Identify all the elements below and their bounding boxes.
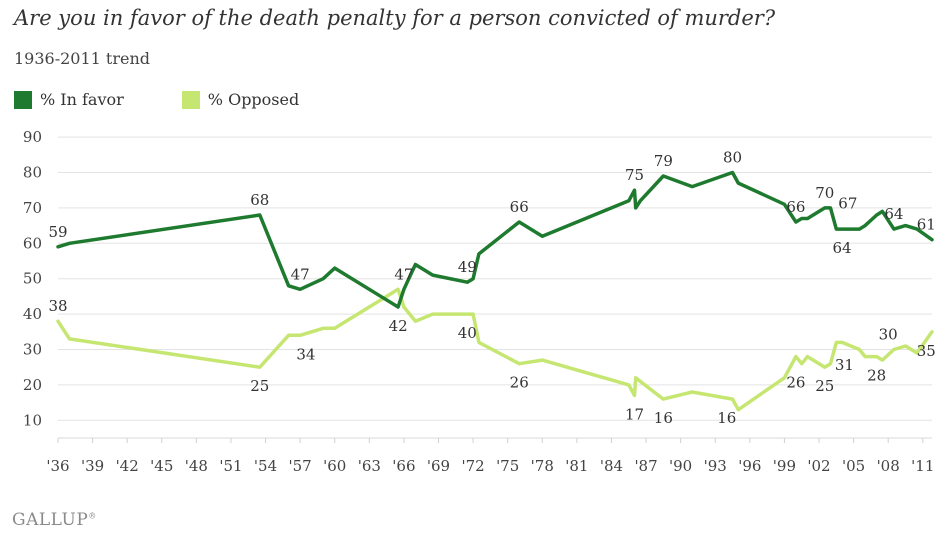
data-label-opposed-17: 25 bbox=[250, 377, 269, 395]
y-tick-label-30: 30 bbox=[23, 340, 42, 358]
data-label-in-favor-9: 66 bbox=[786, 198, 805, 216]
x-tick-label-1936: '36 bbox=[46, 457, 69, 475]
x-tick-label-1951: '51 bbox=[219, 457, 242, 475]
data-label-opposed-19: 40 bbox=[458, 324, 477, 342]
data-label-in-favor-10: 70 bbox=[815, 184, 834, 202]
x-tick-label-1975: '75 bbox=[496, 457, 519, 475]
legend-swatch-opposed bbox=[181, 90, 200, 109]
legend: % In favor % Opposed bbox=[14, 90, 357, 109]
x-tick-label-1969: '69 bbox=[427, 457, 450, 475]
x-tick-label-1972: '72 bbox=[461, 457, 484, 475]
data-label-opposed-29: 35 bbox=[917, 342, 936, 360]
legend-label-opposed: % Opposed bbox=[207, 90, 300, 109]
data-label-opposed-27: 28 bbox=[867, 367, 886, 385]
data-label-opposed-20: 26 bbox=[510, 374, 529, 392]
data-label-in-favor-2: 47 bbox=[291, 265, 310, 283]
data-label-opposed-21: 17 bbox=[625, 406, 644, 424]
chart-title: Are you in favor of the death penalty fo… bbox=[14, 6, 776, 30]
x-tick-label-1942: '42 bbox=[116, 457, 139, 475]
y-tick-label-80: 80 bbox=[23, 163, 42, 181]
x-tick-label-1990: '90 bbox=[669, 457, 692, 475]
x-tick-label-1954: '54 bbox=[254, 457, 277, 475]
logo-text: GALLUP bbox=[12, 510, 89, 530]
y-tick-label-50: 50 bbox=[23, 270, 42, 288]
data-label-opposed-23: 16 bbox=[717, 409, 736, 427]
data-label-in-favor-3: 42 bbox=[389, 317, 408, 335]
x-tick-label-2002: '02 bbox=[807, 457, 830, 475]
data-label-in-favor-12: 64 bbox=[833, 239, 852, 257]
x-tick-label-1963: '63 bbox=[358, 457, 381, 475]
logo-mark: ® bbox=[88, 511, 97, 521]
x-tick-label-2011: '11 bbox=[911, 457, 934, 475]
x-tick-label-1957: '57 bbox=[289, 457, 312, 475]
x-tick-label-1939: '39 bbox=[81, 457, 104, 475]
legend-item-opposed: % Opposed bbox=[181, 90, 300, 109]
x-tick-label-2008: '08 bbox=[877, 457, 900, 475]
data-label-opposed-25: 25 bbox=[815, 377, 834, 395]
y-tick-label-20: 20 bbox=[23, 376, 42, 394]
x-tick-label-1987: '87 bbox=[634, 457, 657, 475]
data-label-in-favor-14: 61 bbox=[917, 216, 936, 234]
x-tick-label-1960: '60 bbox=[323, 457, 346, 475]
data-label-opposed-18: 34 bbox=[296, 345, 315, 363]
x-tick-label-2005: '05 bbox=[842, 457, 865, 475]
y-tick-label-90: 90 bbox=[23, 128, 42, 146]
data-label-in-favor-4: 49 bbox=[458, 258, 477, 276]
gallup-logo: GALLUP® bbox=[12, 510, 97, 530]
data-label-in-favor-6: 75 bbox=[625, 166, 644, 184]
data-label-opposed-22: 16 bbox=[654, 409, 673, 427]
x-tick-label-1978: '78 bbox=[531, 457, 554, 475]
data-label-in-favor-5: 66 bbox=[510, 198, 529, 216]
data-label-opposed-16: 38 bbox=[48, 297, 67, 315]
legend-swatch-in-favor bbox=[14, 90, 32, 109]
x-tick-label-1945: '45 bbox=[150, 457, 173, 475]
x-tick-label-1981: '81 bbox=[565, 457, 588, 475]
chart-subtitle: 1936-2011 trend bbox=[14, 49, 151, 68]
x-tick-label-1999: '99 bbox=[773, 457, 796, 475]
legend-label-in-favor: % In favor bbox=[40, 90, 124, 109]
x-tick-label-1984: '84 bbox=[600, 457, 623, 475]
data-label-in-favor-1: 68 bbox=[250, 191, 269, 209]
y-tick-label-70: 70 bbox=[23, 199, 42, 217]
data-label-opposed-26: 31 bbox=[835, 356, 854, 374]
y-tick-label-40: 40 bbox=[23, 305, 42, 323]
data-label-opposed-24: 26 bbox=[786, 374, 805, 392]
data-label-in-favor-0: 59 bbox=[48, 223, 67, 241]
data-label-opposed-15: 47 bbox=[394, 265, 413, 283]
data-label-in-favor-8: 80 bbox=[723, 148, 742, 166]
data-label-in-favor-11: 67 bbox=[838, 195, 857, 213]
y-tick-label-10: 10 bbox=[23, 411, 42, 429]
y-tick-label-60: 60 bbox=[23, 234, 42, 252]
legend-item-in-favor: % In favor bbox=[14, 90, 124, 109]
x-tick-label-1996: '96 bbox=[738, 457, 761, 475]
series-line-opposed bbox=[56, 287, 934, 412]
data-label-opposed-28: 30 bbox=[879, 325, 898, 343]
x-tick-label-1993: '93 bbox=[704, 457, 727, 475]
x-tick-label-1966: '66 bbox=[392, 457, 415, 475]
data-label-in-favor-13: 64 bbox=[884, 205, 903, 223]
x-tick-label-1948: '48 bbox=[185, 457, 208, 475]
series-line-in-favor bbox=[56, 170, 934, 309]
data-label-in-favor-7: 79 bbox=[654, 152, 673, 170]
